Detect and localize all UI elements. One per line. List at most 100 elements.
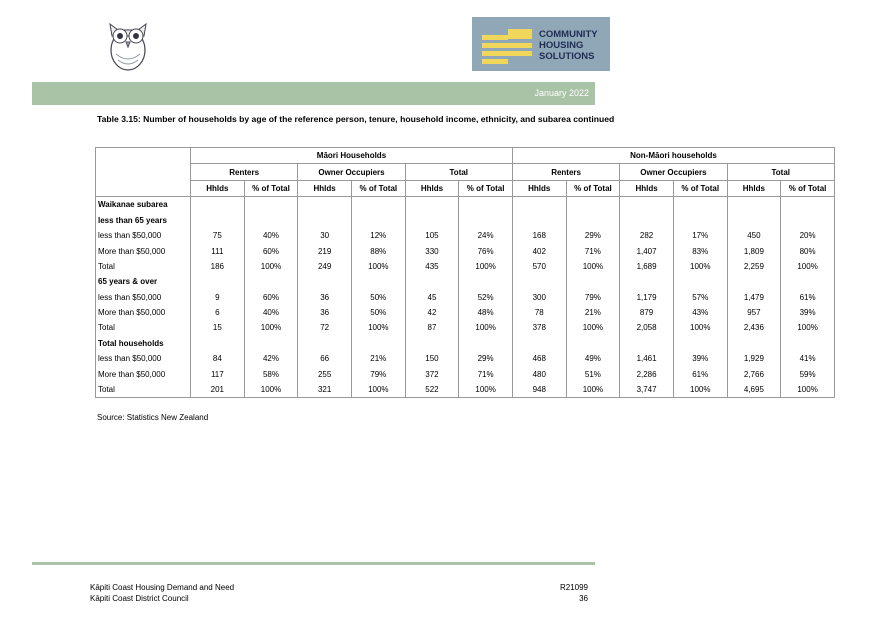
cell: 100% [565,381,621,399]
cell: 100% [780,320,835,336]
owl-logo [109,22,147,71]
row-label: less than $50,000 [95,289,191,305]
cell: 88% [350,243,406,259]
row-label: less than $50,000 [95,227,191,244]
empty-cell [458,212,513,228]
cell: 58% [243,366,299,382]
logo-text: HOUSING [539,40,583,51]
cell: 372 [404,366,460,382]
subgroup-header: Owner Occupiers [619,163,728,181]
cell: 41% [780,351,835,367]
empty-cell [404,335,460,352]
data-row: More than $50,000 117 58% 255 79% 372 71% 480 51… [95,366,835,382]
cell: 78 [511,304,567,321]
cell: 21% [565,304,621,321]
cell: 100% [243,258,299,275]
row-label: less than $50,000 [95,351,191,367]
empty-cell [243,196,299,213]
empty-cell [780,335,835,352]
column-header: % of Total [243,179,299,198]
empty-cell [297,196,352,213]
cell: 1,689 [619,258,674,275]
cell: 100% [243,381,299,399]
cell: 100% [458,258,513,275]
cell: 468 [511,351,567,367]
cell: 39% [672,351,728,367]
column-header: % of Total [780,179,835,198]
empty-cell [726,335,782,352]
empty-cell [190,196,245,213]
column-header: Hhlds [190,179,245,198]
column-header: Hhlds [511,179,567,198]
data-row: Total 186 100% 249 100% 435 100% 570 100% 1,689 10… [95,258,835,275]
header-row: Māori Households Non-Māori households [95,146,835,198]
empty-cell [726,274,782,290]
empty-cell [565,196,621,213]
cell: 36 [297,289,352,305]
cell: 321 [297,381,352,399]
empty-cell [297,335,352,352]
cell: 1,179 [619,289,674,305]
row-label: Total households [95,335,191,352]
cell: 50% [350,304,406,321]
empty-cell [190,335,245,352]
cell: 15 [190,320,245,336]
cell: 450 [726,227,782,244]
empty-cell [565,212,621,228]
row-label: 65 years & over [95,274,191,290]
group-header: Non-Māori households [511,146,835,165]
cell: 52% [458,289,513,305]
cell: 100% [672,381,728,399]
empty-cell [350,212,406,228]
empty-cell [672,212,728,228]
row-label: Total [95,258,191,275]
row-label: Total [95,320,191,336]
section-row: Waikanae subarea [95,196,835,213]
cell: 2,286 [619,366,674,382]
data-row: More than $50,000 111 60% 219 88% 330 76% 402 71… [95,243,835,259]
row-label: More than $50,000 [95,366,191,382]
cell: 80% [780,243,835,259]
cell: 40% [243,227,299,244]
empty-cell [297,212,352,228]
cell: 36 [297,304,352,321]
cell: 330 [404,243,460,259]
footer-rule [32,562,595,565]
cell: 87 [404,320,460,336]
header-row: Renters Owner Occupiers Total Renters Owner … [96,163,835,181]
empty-cell [243,335,299,352]
table-body: Waikanae subarea less than 65 years less t… [95,196,835,399]
cell: 42% [243,351,299,367]
cell: 1,461 [619,351,674,367]
cell: 75 [190,227,245,244]
cell: 3,747 [619,381,674,399]
subgroup-header: Renters [511,163,621,181]
cell: 255 [297,366,352,382]
cell: 48% [458,304,513,321]
cell: 100% [458,381,513,399]
cell: 100% [350,258,406,275]
empty-cell [565,274,621,290]
subgroup-header: Total [404,163,513,181]
cell: 402 [511,243,567,259]
cell: 59% [780,366,835,382]
cell: 71% [565,243,621,259]
cell: 79% [565,289,621,305]
cell: 100% [243,320,299,336]
footer-text: R21099 [559,583,588,592]
column-header: Hhlds [297,179,352,198]
cell: 100% [780,381,835,399]
cell: 60% [243,289,299,305]
row-label: More than $50,000 [95,304,191,321]
cell: 9 [190,289,245,305]
cell: 117 [190,366,245,382]
cell: 20% [780,227,835,244]
empty-cell [404,274,460,290]
column-header: % of Total [350,179,406,198]
cell: 105 [404,227,460,244]
empty-cell [780,212,835,228]
row-label: less than 65 years [95,212,191,228]
cell: 51% [565,366,621,382]
empty-cell [619,274,674,290]
data-row: less than $50,000 84 42% 66 21% 150 29% 468 49% 1… [95,351,835,367]
